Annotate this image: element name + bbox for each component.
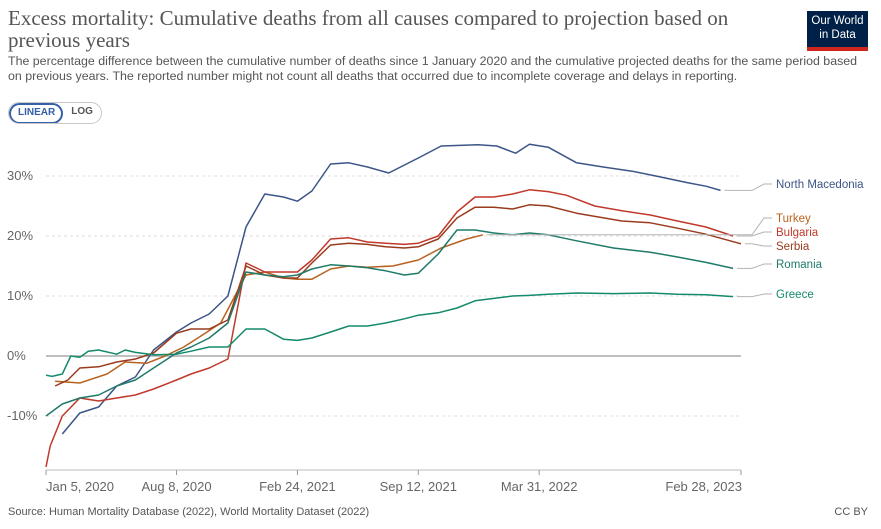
series-line-turkey bbox=[55, 234, 484, 384]
logo-line-1: Our World bbox=[811, 15, 864, 27]
chart-title: Excess mortality: Cumulative deaths from… bbox=[8, 6, 729, 52]
y-tick-label: 20% bbox=[7, 228, 33, 243]
label-connector-north-macedonia bbox=[724, 183, 772, 191]
x-tick-label: Jan 5, 2020 bbox=[46, 479, 114, 494]
y-tick-label: 10% bbox=[7, 288, 33, 303]
y-tick-label: -10% bbox=[7, 408, 38, 423]
series-line-greece bbox=[45, 292, 734, 378]
y-tick-label: 30% bbox=[7, 168, 33, 183]
series-label-romania: Romania bbox=[776, 259, 823, 271]
y-tick-label: 0% bbox=[7, 348, 26, 363]
label-connector-greece bbox=[737, 293, 772, 298]
x-tick-label: Mar 31, 2022 bbox=[501, 479, 578, 494]
series-line-serbia bbox=[54, 204, 742, 387]
license-link[interactable]: CC BY bbox=[834, 506, 868, 518]
series-label-turkey: Turkey bbox=[776, 213, 811, 225]
series-label-serbia: Serbia bbox=[776, 241, 810, 253]
series-label-greece: Greece bbox=[776, 289, 814, 301]
linear-scale-button[interactable]: LINEAR bbox=[9, 103, 64, 123]
series-label-bulgaria: Bulgaria bbox=[776, 227, 819, 239]
label-connector-bulgaria bbox=[737, 231, 772, 237]
label-connector-serbia bbox=[745, 243, 772, 247]
series-line-bulgaria bbox=[45, 189, 734, 468]
owid-logo[interactable]: Our World in Data bbox=[807, 11, 868, 51]
scale-toggle: LINEAR LOG bbox=[8, 102, 102, 124]
series-label-north-macedonia: North Macedonia bbox=[776, 179, 864, 191]
x-tick-label: Sep 12, 2021 bbox=[380, 479, 457, 494]
series-line-north-macedonia bbox=[61, 143, 721, 435]
x-tick-label: Aug 8, 2020 bbox=[141, 479, 211, 494]
label-connector-romania bbox=[737, 263, 772, 269]
log-scale-button[interactable]: LOG bbox=[71, 106, 93, 117]
x-tick-label: Feb 24, 2021 bbox=[259, 479, 336, 494]
series-line-romania bbox=[45, 229, 734, 417]
label-connector-turkey bbox=[486, 217, 772, 236]
x-tick-label: Feb 28, 2023 bbox=[665, 479, 742, 494]
chart-subtitle: The percentage difference between the cu… bbox=[8, 54, 858, 83]
logo-line-2: in Data bbox=[819, 29, 856, 41]
source-note: Source: Human Mortality Database (2022),… bbox=[8, 506, 370, 518]
